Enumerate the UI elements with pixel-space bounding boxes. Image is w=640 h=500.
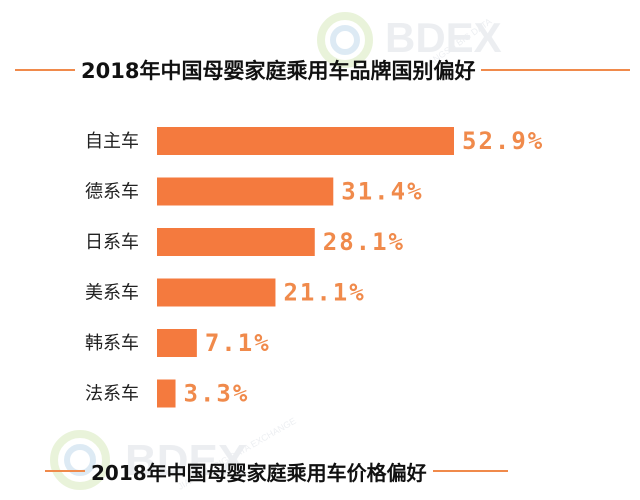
title-rule-right [481, 69, 630, 71]
value-label: 3.3% [184, 380, 250, 408]
value-label: 52.9% [462, 127, 544, 155]
category-label: 德系车 [85, 182, 139, 203]
next-title-rule-right [432, 470, 508, 472]
value-label: 7.1% [205, 329, 271, 357]
value-label: 28.1% [323, 228, 405, 256]
category-label: 法系车 [85, 384, 139, 405]
bar [157, 329, 197, 357]
next-title-rule-left [45, 470, 85, 472]
bar [157, 177, 334, 206]
bar [157, 228, 315, 256]
category-label: 美系车 [85, 283, 139, 304]
value-label: 31.4% [341, 178, 423, 206]
chart-title-row: 2018年中国母婴家庭乘用车品牌国别偏好 [0, 55, 640, 85]
bar [157, 278, 276, 307]
bar-chart: 自主车 52.9% 德系车 31.4% 日系车 28.1% 美系车 21.1% 韩系车 7.1% 法… [85, 127, 544, 408]
title-rule-left [15, 69, 75, 71]
category-label: 日系车 [85, 232, 139, 253]
category-label: 韩系车 [85, 333, 139, 354]
bar [157, 127, 454, 155]
bar [157, 379, 176, 408]
value-label: 21.1% [283, 279, 365, 307]
next-section-title-row: 2018年中国母婴家庭乘用车价格偏好 [0, 456, 640, 486]
next-section-title: 2018年中国母婴家庭乘用车价格偏好 [91, 460, 427, 485]
category-label: 自主车 [85, 131, 139, 152]
chart-title: 2018年中国母婴家庭乘用车品牌国别偏好 [81, 59, 476, 83]
